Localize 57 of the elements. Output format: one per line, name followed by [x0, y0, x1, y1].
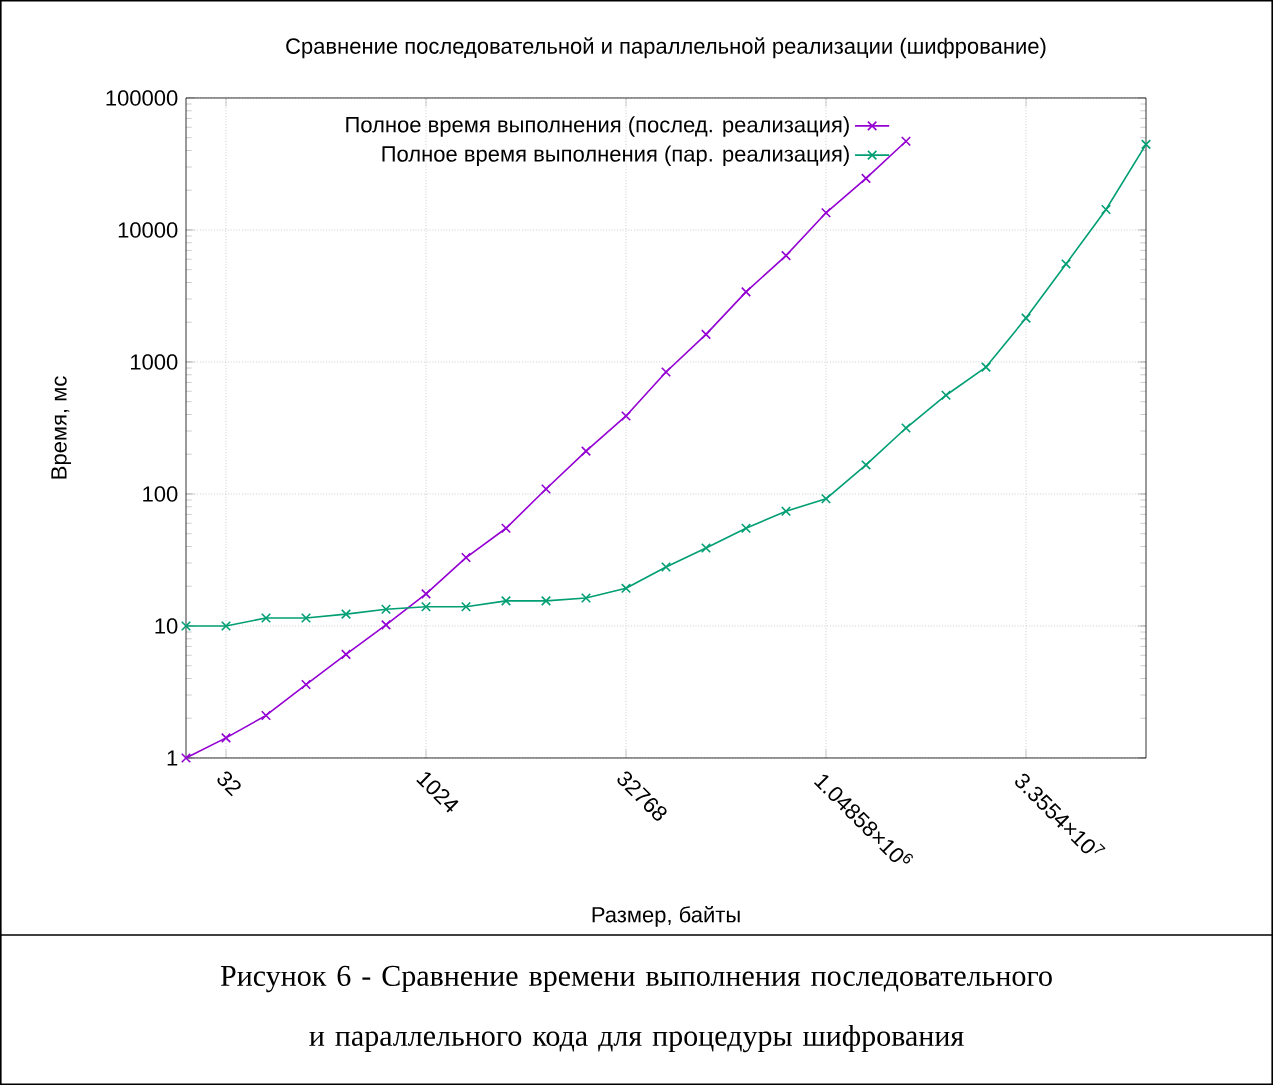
point: [660, 561, 672, 573]
point: [900, 136, 912, 147]
point: [380, 619, 392, 630]
point: [220, 732, 232, 743]
x-axis-title: Размер, байты: [592, 905, 740, 927]
point: [860, 459, 872, 470]
point: [660, 366, 672, 378]
y-tick-label: 100: [143, 486, 178, 502]
y-tick-label: 1000: [131, 354, 178, 370]
point: [700, 542, 712, 554]
y-tick-label: 10000: [118, 222, 178, 238]
x-tick-label: 32: [217, 771, 241, 797]
point: [1020, 313, 1032, 324]
point: [180, 752, 192, 764]
point: [380, 604, 392, 615]
point: [700, 329, 712, 340]
point: [460, 601, 472, 612]
point: [260, 612, 272, 624]
point: [620, 410, 632, 422]
y-tick-label: 1: [167, 750, 178, 766]
point: [620, 583, 632, 594]
point: [180, 620, 192, 632]
point: [740, 286, 752, 297]
chart-title: Сравнение последовательной и параллельной реализации (шифрование): [286, 37, 1046, 59]
point: [740, 523, 752, 534]
point: [340, 609, 352, 620]
point: [940, 390, 952, 401]
y-tick-label: 10: [155, 618, 178, 634]
point: [820, 493, 832, 504]
point: [500, 595, 512, 606]
point: [420, 601, 432, 612]
point: [1100, 204, 1112, 215]
point: [780, 250, 792, 261]
point: [860, 173, 872, 184]
point: [780, 506, 792, 517]
point: [260, 710, 272, 721]
point: [420, 588, 432, 599]
point: [580, 446, 592, 457]
point: [1140, 139, 1152, 150]
point: [500, 523, 512, 534]
point: [220, 620, 232, 632]
text: Рисунок 6 - Сравнение времени выполнения последовательного и параллельного кода для процедуры шифрования: [220, 965, 1052, 1053]
point: [820, 207, 832, 218]
point: [980, 362, 992, 373]
point: [900, 422, 912, 434]
point: [300, 612, 312, 624]
legend-label: Полное время выполнения (послед. реализация): [346, 116, 849, 137]
point: [460, 552, 472, 563]
point: [340, 649, 352, 660]
point: [300, 679, 312, 690]
point: [580, 592, 592, 604]
legend-label: Полное время выполнения (пар. реализация): [382, 145, 849, 167]
point: [540, 595, 552, 606]
y-tick-label: 100000: [106, 90, 178, 106]
y-axis-title: Время, мс: [51, 376, 72, 479]
point: [540, 484, 552, 495]
point: [1060, 258, 1072, 269]
